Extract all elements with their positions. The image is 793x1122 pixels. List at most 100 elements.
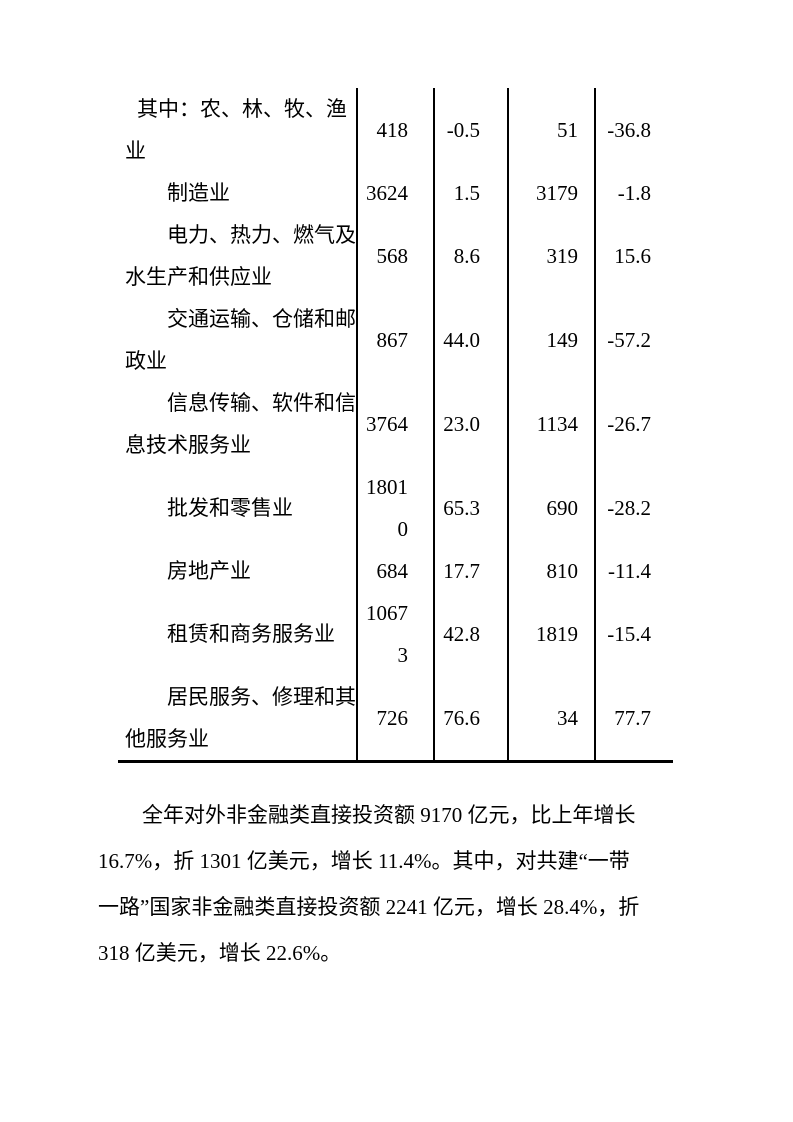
cell-value: 1819: [507, 592, 595, 676]
cell-line: 319: [546, 244, 579, 268]
cell-value: -15.4: [594, 592, 673, 676]
cell-value: -0.5: [433, 88, 508, 172]
cell-value: 568: [356, 214, 434, 298]
cell-value: 149: [507, 298, 595, 382]
cell-line: 1134: [536, 412, 578, 436]
cell-value: 726: [356, 676, 434, 762]
cell-value: -36.8: [594, 88, 673, 172]
cell-value: 76.6: [433, 676, 508, 762]
table-row: 制造业 3624 1.5 3179 -1.8: [118, 172, 673, 214]
cell-value: 15.6: [594, 214, 673, 298]
cell-value: 8.6: [433, 214, 508, 298]
cell-line: -0.5: [446, 118, 480, 142]
table-row: 电力、热力、燃气及水生产和供应业 568 8.6 319 15.6: [118, 214, 673, 298]
cell-value: 418: [356, 88, 434, 172]
cell-value: 690: [507, 466, 595, 550]
row-label: 房地产业: [118, 550, 357, 592]
cell-line: 418: [376, 118, 409, 142]
table-row: 房地产业 684 17.7 810 -11.4: [118, 550, 673, 592]
cell-line: 1067: [366, 601, 408, 625]
row-label: 其中：农、林、牧、渔业: [118, 88, 357, 172]
cell-line: -1.8: [617, 181, 651, 205]
cell-line: 568: [376, 244, 409, 268]
cell-line: -36.8: [607, 118, 651, 142]
cell-line: 15.6: [614, 244, 651, 268]
row-label: 居民服务、修理和其他服务业: [118, 676, 357, 762]
cell-line: 0: [397, 517, 409, 541]
cell-value: -57.2: [594, 298, 673, 382]
cell-line: 1801: [366, 475, 408, 499]
label-line: 水生产和供应业: [125, 265, 272, 289]
label-line: 他服务业: [125, 727, 209, 751]
label-line: 政业: [125, 349, 167, 373]
cell-line: -11.4: [608, 559, 651, 583]
investment-paragraph: 全年对外非金融类直接投资额 9170 亿元，比上年增长 16.7%，折 1301 …: [98, 792, 683, 976]
cell-value: 44.0: [433, 298, 508, 382]
cell-value: -11.4: [594, 550, 673, 592]
cell-line: -57.2: [607, 328, 651, 352]
row-label: 制造业: [118, 172, 357, 214]
cell-value: 1.5: [433, 172, 508, 214]
label-line: 租赁和商务服务业: [167, 622, 335, 646]
cell-line: 34: [557, 706, 578, 730]
cell-value: 3624: [356, 172, 434, 214]
label-line: 交通运输、仓储和邮: [167, 307, 356, 331]
cell-line: -28.2: [607, 496, 651, 520]
cell-line: 690: [546, 496, 579, 520]
cell-line: 23.0: [443, 412, 480, 436]
cell-value: 867: [356, 298, 434, 382]
table-row: 批发和零售业 1801 0 65.3 690 -28.2: [118, 466, 673, 550]
cell-value: 34: [507, 676, 595, 762]
paragraph-line: 一路”国家非金融类直接投资额 2241 亿元，增长 28.4%，折: [98, 895, 640, 919]
label-line: 信息传输、软件和信: [167, 391, 356, 415]
label-line: 其中：农、林、牧、渔: [137, 97, 347, 121]
cell-value: 684: [356, 550, 434, 592]
cell-value: -28.2: [594, 466, 673, 550]
table-row: 居民服务、修理和其他服务业 726 76.6 34 77.7: [118, 676, 673, 762]
cell-line: 3764: [366, 412, 408, 436]
label-line: 业: [125, 139, 146, 163]
row-label: 租赁和商务服务业: [118, 592, 357, 676]
cell-line: 726: [376, 706, 409, 730]
cell-value: -26.7: [594, 382, 673, 466]
cell-line: 17.7: [443, 559, 480, 583]
cell-value: 1801 0: [356, 466, 434, 550]
cell-value: 51: [507, 88, 595, 172]
cell-line: -15.4: [607, 622, 651, 646]
cell-value: 42.8: [433, 592, 508, 676]
label-line: 电力、热力、燃气及: [167, 223, 356, 247]
label-line: 居民服务、修理和其: [167, 685, 356, 709]
cell-line: 76.6: [443, 706, 480, 730]
cell-line: 8.6: [453, 244, 480, 268]
cell-line: 3: [397, 643, 409, 667]
table-row: 交通运输、仓储和邮 政业 867 44.0 149 -57.2: [118, 298, 673, 382]
cell-value: 23.0: [433, 382, 508, 466]
cell-value: 77.7: [594, 676, 673, 762]
row-label: 批发和零售业: [118, 466, 357, 550]
cell-value: 1134: [507, 382, 595, 466]
label-line: 制造业: [167, 181, 230, 205]
cell-value: 65.3: [433, 466, 508, 550]
cell-value: 17.7: [433, 550, 508, 592]
cell-line: 42.8: [443, 622, 480, 646]
cell-line: 3624: [366, 181, 408, 205]
cell-line: 810: [546, 559, 579, 583]
cell-line: 1819: [536, 622, 578, 646]
cell-value: 3764: [356, 382, 434, 466]
table-row: 信息传输、软件和信息技术服务业 3764 23.0 1134 -26.7: [118, 382, 673, 466]
table-row: 租赁和商务服务业 1067 3 42.8 1819 -15.4: [118, 592, 673, 676]
label-line: 批发和零售业: [167, 496, 293, 520]
cell-line: 3179: [536, 181, 578, 205]
table-row: 其中：农、林、牧、渔业 418 -0.5 51 -36.8: [118, 88, 673, 172]
cell-line: 1.5: [453, 181, 480, 205]
cell-value: -1.8: [594, 172, 673, 214]
paragraph-line: 全年对外非金融类直接投资额 9170 亿元，比上年增长: [142, 803, 636, 827]
label-line: 息技术服务业: [125, 433, 251, 457]
cell-line: -26.7: [607, 412, 651, 436]
paragraph-line: 16.7%，折 1301 亿美元，增长 11.4%。其中，对共建“一带: [98, 849, 630, 873]
cell-line: 65.3: [443, 496, 480, 520]
row-label: 信息传输、软件和信息技术服务业: [118, 382, 357, 466]
cell-line: 684: [376, 559, 409, 583]
cell-line: 149: [546, 328, 579, 352]
cell-line: 51: [557, 118, 578, 142]
